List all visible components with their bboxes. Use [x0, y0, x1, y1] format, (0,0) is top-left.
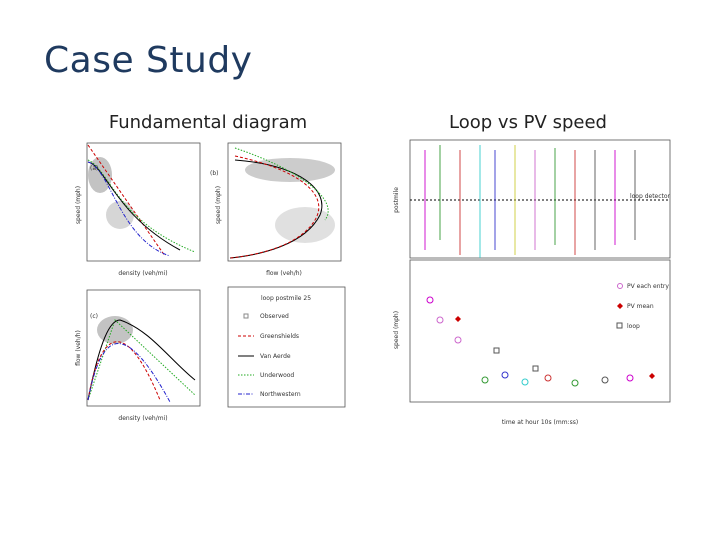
- scatter-cloud: [275, 207, 335, 243]
- panel-frame: [409, 139, 671, 259]
- legend-symbol: [617, 303, 623, 309]
- y-axis-label: speed (mph): [75, 186, 82, 224]
- legend-label: PV mean: [627, 303, 654, 310]
- legend-label: Underwood: [260, 372, 294, 379]
- x-axis-label: time at hour 10s (mm:ss): [502, 419, 578, 426]
- underwood-curve: [234, 147, 329, 221]
- pv-point: [481, 376, 489, 384]
- x-axis-label: flow (veh/h): [266, 270, 302, 277]
- pv-point: [626, 374, 634, 382]
- legend-label: Observed: [260, 313, 289, 320]
- underwood-curve: [87, 319, 196, 401]
- y-axis-label: speed (mph): [393, 311, 400, 349]
- pv-point: [426, 296, 434, 304]
- panel-tag: (a): [90, 165, 98, 172]
- panel-frame: [86, 289, 201, 407]
- pv-point: [521, 378, 529, 386]
- pv-point: [544, 374, 552, 382]
- legend-frame: [227, 286, 346, 408]
- legend-label: loop: [627, 323, 640, 330]
- panel-tag: (c): [90, 313, 98, 320]
- left-caption: Fundamental diagram: [108, 112, 308, 133]
- greenshields-curve: [229, 155, 320, 259]
- legend-symbol: [243, 313, 249, 319]
- pv-mean-point: [455, 316, 461, 322]
- scatter-cloud: [245, 158, 335, 182]
- loop-point: [532, 365, 539, 372]
- greenshields-curve: [87, 341, 161, 401]
- legend-label: Van Aerde: [260, 353, 291, 360]
- fd-legend: loop postmile 25 Observed Greenshields V…: [227, 286, 346, 408]
- x-axis-label: density (veh/mi): [118, 415, 167, 422]
- pv-bottom-panel: PV each entry PV mean loop speed (mph) t…: [393, 259, 671, 426]
- panel-b: (b) speed (mph) flow (veh/h): [210, 142, 342, 277]
- scatter-cloud: [88, 157, 112, 193]
- scatter-cloud: [97, 316, 133, 344]
- pv-point: [454, 336, 462, 344]
- y-axis-label: flow (veh/h): [75, 330, 82, 366]
- slide-title: Case Study: [44, 40, 253, 81]
- panel-a: (a) speed (mph) density (veh/mi): [75, 142, 201, 277]
- panel-c: (c) flow (veh/h) density (veh/mi): [75, 289, 201, 422]
- pv-point: [436, 316, 444, 324]
- van-aerde-curve: [87, 319, 196, 401]
- annotation: loop detector: [630, 193, 671, 200]
- legend-label: Greenshields: [260, 333, 299, 340]
- northwestern-curve: [87, 161, 171, 257]
- pv-point: [571, 379, 579, 387]
- y-axis-label: postmile: [393, 187, 400, 213]
- scatter-cloud: [106, 201, 134, 229]
- northwestern-curve: [87, 343, 171, 403]
- right-caption: Loop vs PV speed: [449, 112, 607, 133]
- legend-title: loop postmile 25: [261, 295, 311, 302]
- panel-tag: (b): [210, 170, 219, 177]
- legend-label: PV each entry: [627, 283, 669, 290]
- pv-mean-point: [649, 373, 655, 379]
- legend-symbol: [616, 322, 623, 329]
- y-axis-label: speed (mph): [215, 186, 222, 224]
- pv-top-panel: loop detector postmile: [393, 139, 671, 259]
- legend-label: Northwestern: [260, 391, 301, 398]
- loop-point: [493, 347, 500, 354]
- pv-point: [601, 376, 609, 384]
- legend-symbol: [617, 283, 623, 289]
- x-axis-label: density (veh/mi): [118, 270, 167, 277]
- pv-point: [501, 371, 509, 379]
- greenshields-curve: [87, 144, 166, 257]
